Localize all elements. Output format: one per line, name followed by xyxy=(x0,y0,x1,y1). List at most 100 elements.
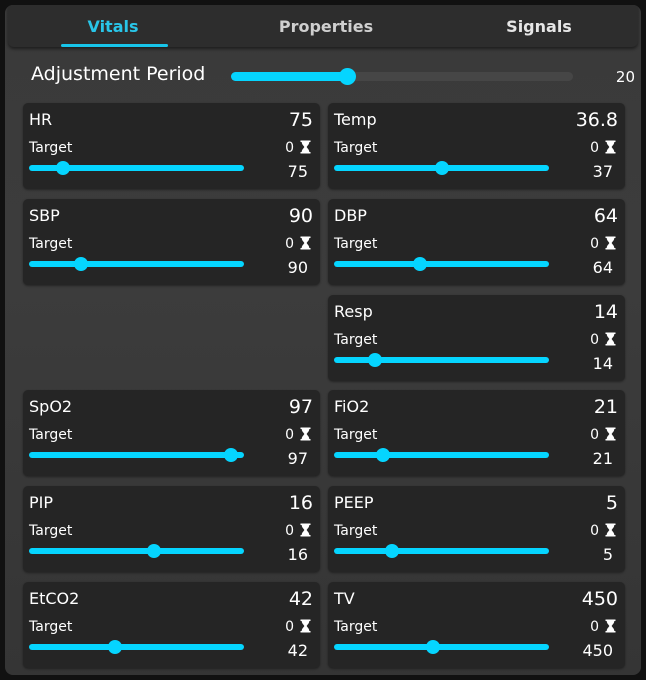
target-timer: 0 xyxy=(590,332,599,348)
vital-value: 14 xyxy=(594,301,618,323)
target-slider[interactable] xyxy=(334,644,549,650)
target-slider[interactable] xyxy=(29,261,244,267)
target-label: Target xyxy=(29,619,72,635)
tab-bar: Vitals Properties Signals xyxy=(8,5,638,47)
adjustment-period-slider[interactable] xyxy=(231,72,573,81)
target-slider-handle[interactable] xyxy=(368,353,382,367)
hourglass-icon xyxy=(605,236,616,250)
vital-value: 5 xyxy=(606,492,618,514)
target-value: 90 xyxy=(288,258,308,277)
vital-card-peep: PEEP 5 Target 0 5 xyxy=(328,486,625,572)
target-slider-handle[interactable] xyxy=(147,544,161,558)
vital-name: HR xyxy=(29,110,52,129)
hourglass-icon xyxy=(605,332,616,346)
tab-properties[interactable]: Properties xyxy=(226,5,426,47)
target-timer: 0 xyxy=(285,523,294,539)
active-tab-indicator xyxy=(61,44,168,47)
hourglass-icon xyxy=(605,427,616,441)
target-value: 64 xyxy=(593,258,613,277)
target-slider-handle[interactable] xyxy=(385,544,399,558)
target-slider[interactable] xyxy=(334,548,549,554)
target-slider-handle[interactable] xyxy=(413,257,427,271)
target-slider[interactable] xyxy=(29,548,244,554)
hourglass-icon xyxy=(300,140,311,154)
vital-value: 75 xyxy=(289,109,313,131)
target-slider-handle[interactable] xyxy=(376,448,390,462)
vital-card-spo2: SpO2 97 Target 0 97 xyxy=(23,390,320,476)
target-slider[interactable] xyxy=(334,261,549,267)
vital-card-fio2: FiO2 21 Target 0 21 xyxy=(328,390,625,476)
tab-signals[interactable]: Signals xyxy=(439,5,639,47)
adjustment-period-value: 20 xyxy=(616,68,635,86)
vital-value: 450 xyxy=(582,588,618,610)
target-slider-handle[interactable] xyxy=(435,161,449,175)
target-label: Target xyxy=(29,427,72,443)
target-timer: 0 xyxy=(590,523,599,539)
vital-card-hr: HR 75 Target 0 75 xyxy=(23,103,320,189)
vital-card-sbp: SBP 90 Target 0 90 xyxy=(23,199,320,285)
target-label: Target xyxy=(29,236,72,252)
vital-name: Resp xyxy=(334,302,373,321)
vital-name: DBP xyxy=(334,206,367,225)
target-slider[interactable] xyxy=(334,452,549,458)
target-label: Target xyxy=(334,332,377,348)
target-value: 21 xyxy=(593,449,613,468)
target-value: 5 xyxy=(603,545,613,564)
vital-value: 36.8 xyxy=(576,109,618,131)
tab-vitals[interactable]: Vitals xyxy=(13,5,213,47)
vital-card-etco2: EtCO2 42 Target 0 42 xyxy=(23,582,320,668)
target-timer: 0 xyxy=(285,236,294,252)
target-value: 450 xyxy=(582,641,613,660)
target-timer: 0 xyxy=(285,140,294,156)
target-timer: 0 xyxy=(590,427,599,443)
vital-value: 64 xyxy=(594,205,618,227)
vital-value: 21 xyxy=(594,396,618,418)
target-slider[interactable] xyxy=(29,452,244,458)
target-value: 97 xyxy=(288,449,308,468)
hourglass-icon xyxy=(300,523,311,537)
target-value: 37 xyxy=(593,162,613,181)
target-value: 42 xyxy=(288,641,308,660)
adjustment-period-label: Adjustment Period xyxy=(31,63,205,85)
vital-name: Temp xyxy=(334,110,377,129)
vital-value: 90 xyxy=(289,205,313,227)
vital-name: TV xyxy=(334,589,355,608)
vital-name: PIP xyxy=(29,493,53,512)
target-label: Target xyxy=(334,236,377,252)
target-slider[interactable] xyxy=(334,357,549,363)
hourglass-icon xyxy=(605,619,616,633)
target-value: 14 xyxy=(593,354,613,373)
adjustment-period-slider-fill xyxy=(231,72,347,81)
hourglass-icon xyxy=(300,427,311,441)
vital-value: 97 xyxy=(289,396,313,418)
target-slider[interactable] xyxy=(29,644,244,650)
target-slider[interactable] xyxy=(334,165,549,171)
target-slider[interactable] xyxy=(29,165,244,171)
vital-name: SBP xyxy=(29,206,60,225)
vital-card-resp: Resp 14 Target 0 14 xyxy=(328,295,625,381)
target-slider-handle[interactable] xyxy=(426,640,440,654)
vital-card-temp: Temp 36.8 Target 0 37 xyxy=(328,103,625,189)
vital-card-tv: TV 450 Target 0 450 xyxy=(328,582,625,668)
vital-name: PEEP xyxy=(334,493,374,512)
target-value: 16 xyxy=(288,545,308,564)
hourglass-icon xyxy=(300,236,311,250)
hourglass-icon xyxy=(300,619,311,633)
target-label: Target xyxy=(334,140,377,156)
target-slider-handle[interactable] xyxy=(108,640,122,654)
target-timer: 0 xyxy=(590,619,599,635)
target-label: Target xyxy=(29,140,72,156)
adjustment-period-slider-handle[interactable] xyxy=(339,68,356,85)
vital-card-dbp: DBP 64 Target 0 64 xyxy=(328,199,625,285)
target-timer: 0 xyxy=(590,140,599,156)
target-slider-handle[interactable] xyxy=(74,257,88,271)
target-slider-handle[interactable] xyxy=(224,448,238,462)
vital-name: SpO2 xyxy=(29,397,72,416)
vitals-panel: Vitals Properties Signals Adjustment Per… xyxy=(5,5,641,675)
target-label: Target xyxy=(334,619,377,635)
target-timer: 0 xyxy=(285,619,294,635)
target-value: 75 xyxy=(288,162,308,181)
target-label: Target xyxy=(29,523,72,539)
target-slider-handle[interactable] xyxy=(56,161,70,175)
vital-name: FiO2 xyxy=(334,397,369,416)
